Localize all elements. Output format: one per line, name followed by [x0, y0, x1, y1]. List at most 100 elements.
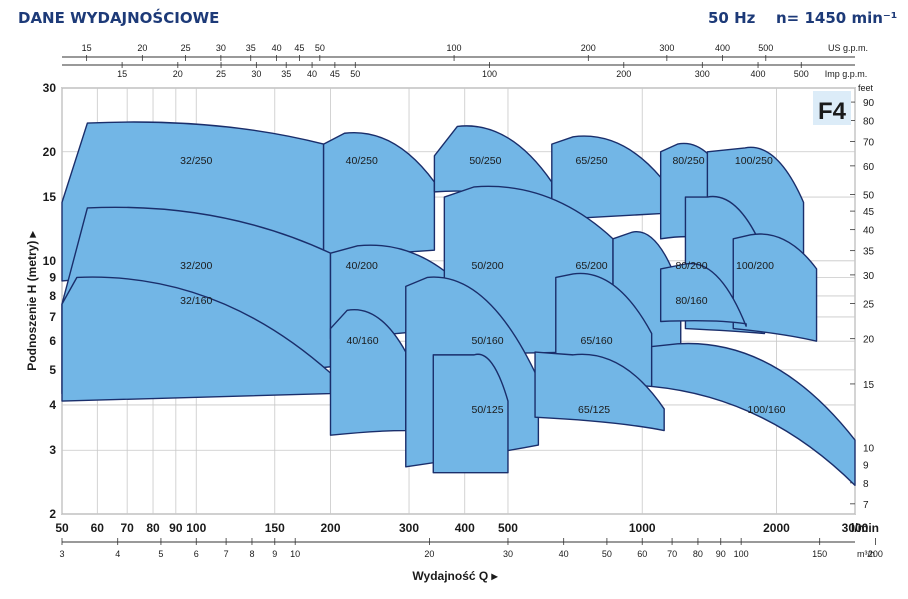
imp-gpm-tick-label: 40 — [307, 69, 317, 79]
m3h-unit-label: m³/h — [857, 549, 875, 559]
x-tick-label: 200 — [320, 521, 340, 535]
us-gpm-tick-label: 30 — [216, 43, 226, 53]
feet-tick-label: 90 — [863, 98, 875, 109]
x-tick-label: 300 — [399, 521, 419, 535]
m3h-tick-label: 8 — [249, 549, 254, 559]
y-tick-label: 3 — [49, 443, 56, 457]
x-tick-label: 1000 — [629, 521, 656, 535]
y-tick-label: 4 — [49, 398, 56, 412]
feet-tick-label: 30 — [863, 271, 875, 282]
m3h-tick-label: 10 — [290, 549, 300, 559]
m3h-tick-label: 6 — [194, 549, 199, 559]
x-tick-label: 100 — [186, 521, 206, 535]
feet-tick-label: 60 — [863, 162, 875, 173]
y-tick-label: 8 — [49, 289, 56, 303]
us-gpm-tick-label: 300 — [659, 43, 674, 53]
y-tick-label: 2 — [49, 507, 56, 521]
imp-gpm-tick-label: 45 — [330, 69, 340, 79]
pump-region-80-160 — [659, 262, 747, 327]
m3h-tick-label: 20 — [424, 549, 434, 559]
y-tick-label: 30 — [43, 81, 57, 95]
chart-title: F4 — [818, 98, 847, 125]
pump-label-50-250: 50/250 — [469, 155, 501, 167]
us-gpm-tick-label: 100 — [447, 43, 462, 53]
x-tick-label: 400 — [455, 521, 475, 535]
pump-label-80-200: 80/200 — [675, 260, 707, 272]
x-tick-label: 150 — [265, 521, 285, 535]
x-tick-label: 500 — [498, 521, 518, 535]
pump-label-100-200: 100/200 — [736, 260, 774, 272]
pump-label-32-160: 32/160 — [180, 295, 212, 307]
feet-tick-label: 70 — [863, 138, 875, 149]
m3h-tick-label: 30 — [503, 549, 513, 559]
us-gpm-tick-label: 25 — [181, 43, 191, 53]
x-tick-label: 60 — [91, 521, 105, 535]
m3h-tick-label: 200 — [868, 549, 883, 559]
pump-label-80-160: 80/160 — [675, 295, 707, 307]
imp-gpm-unit-label: Imp g.p.m. — [825, 69, 868, 79]
m3h-tick-label: 100 — [734, 549, 749, 559]
pump-label-40-160: 40/160 — [346, 335, 378, 347]
pump-region-100-200 — [732, 233, 818, 342]
imp-gpm-tick-label: 100 — [482, 69, 497, 79]
imp-gpm-tick-label: 400 — [751, 69, 766, 79]
feet-tick-label: 9 — [863, 460, 869, 471]
pump-label-65-125: 65/125 — [578, 404, 610, 416]
x-tick-label: 2000 — [763, 521, 790, 535]
y-tick-label: 20 — [43, 145, 57, 159]
feet-tick-label: 45 — [863, 207, 875, 218]
feet-tick-label: 40 — [863, 226, 875, 237]
us-gpm-tick-label: 500 — [758, 43, 773, 53]
pump-label-80-250: 80/250 — [672, 155, 704, 167]
imp-gpm-tick-label: 20 — [173, 69, 183, 79]
feet-tick-label: 7 — [863, 500, 869, 511]
pump-label-50-200: 50/200 — [471, 260, 503, 272]
us-gpm-unit-label: US g.p.m. — [828, 43, 868, 53]
pump-label-50-125: 50/125 — [471, 404, 503, 416]
imp-gpm-tick-label: 15 — [117, 69, 127, 79]
y-axis-label: Podnoszenie H (metry) ▸ — [25, 230, 39, 370]
m3h-tick-label: 70 — [667, 549, 677, 559]
x-tick-label: 70 — [120, 521, 134, 535]
pump-label-40-250: 40/250 — [346, 155, 378, 167]
frequency-label: 50 Hz — [708, 9, 756, 27]
y-tick-label: 15 — [43, 190, 57, 204]
feet-tick-label: 8 — [863, 479, 869, 490]
us-gpm-tick-label: 20 — [137, 43, 147, 53]
x-tick-label: 50 — [55, 521, 69, 535]
m3h-tick-label: 80 — [693, 549, 703, 559]
us-gpm-tick-label: 15 — [82, 43, 92, 53]
us-gpm-tick-label: 200 — [581, 43, 596, 53]
feet-tick-label: 15 — [863, 380, 875, 391]
pump-region-50-125 — [432, 353, 509, 474]
feet-tick-label: 80 — [863, 117, 875, 128]
pump-label-40-200: 40/200 — [346, 260, 378, 272]
us-gpm-tick-label: 35 — [246, 43, 256, 53]
us-gpm-tick-label: 40 — [272, 43, 282, 53]
x-tick-label: 80 — [146, 521, 160, 535]
speed-label: n= 1450 min⁻¹ — [776, 9, 898, 27]
m3h-tick-label: 50 — [602, 549, 612, 559]
pump-region-100-160 — [650, 342, 856, 487]
feet-tick-label: 20 — [863, 335, 875, 346]
x-unit-label: l/min — [851, 521, 879, 535]
y-tick-label: 7 — [49, 310, 56, 324]
imp-gpm-tick-label: 500 — [794, 69, 809, 79]
imp-gpm-tick-label: 35 — [281, 69, 291, 79]
y-tick-label: 10 — [43, 254, 57, 268]
feet-tick-label: 35 — [863, 247, 875, 258]
us-gpm-tick-label: 45 — [294, 43, 304, 53]
imp-gpm-tick-label: 50 — [350, 69, 360, 79]
m3h-tick-label: 5 — [158, 549, 163, 559]
y-tick-label: 5 — [49, 363, 56, 377]
pump-label-50-160: 50/160 — [471, 335, 503, 347]
x-axis-label: Wydajność Q ▸ — [412, 569, 498, 583]
m3h-tick-label: 150 — [812, 549, 827, 559]
us-gpm-tick-label: 400 — [715, 43, 730, 53]
imp-gpm-tick-label: 25 — [216, 69, 226, 79]
m3h-tick-label: 4 — [115, 549, 120, 559]
m3h-tick-label: 90 — [716, 549, 726, 559]
pump-label-65-250: 65/250 — [576, 155, 608, 167]
pump-label-32-200: 32/200 — [180, 260, 212, 272]
